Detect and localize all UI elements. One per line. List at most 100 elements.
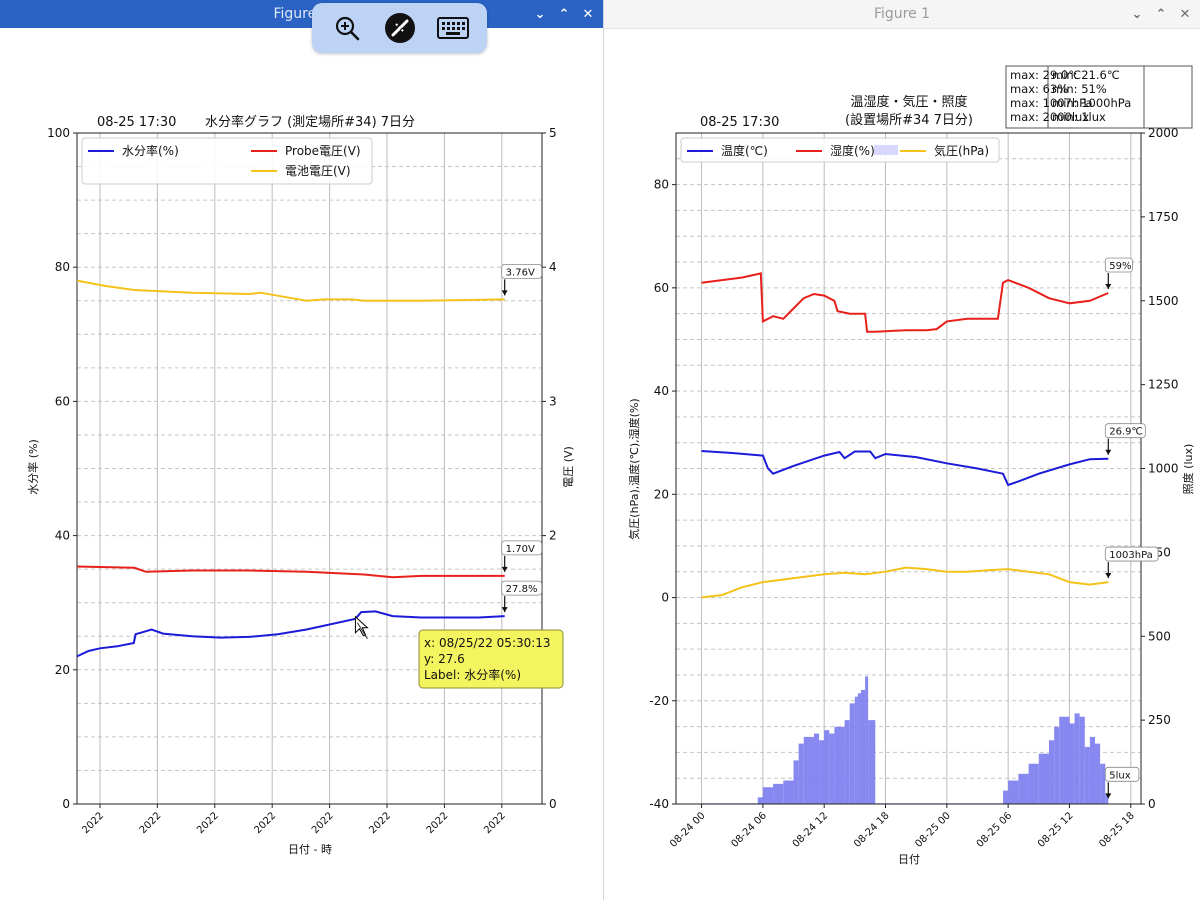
- chart-left-y2label: 電圧 (V): [562, 446, 575, 488]
- vnc-toolbar: [312, 3, 487, 53]
- right-bar-illuminance: [1105, 793, 1109, 804]
- mouse-cursor-icon: [354, 615, 369, 637]
- right-stats-max: max: 29.0℃: [1010, 68, 1081, 82]
- right-bar-illuminance: [849, 703, 855, 804]
- left-legend-label: 電池電圧(V): [285, 164, 351, 178]
- left-series-line: [76, 610, 505, 658]
- right-stats-min: min: 1000hPa: [1052, 96, 1131, 110]
- left-y2tick-label: 0: [549, 797, 557, 811]
- right-bar-illuminance: [860, 689, 866, 804]
- moisture-chart[interactable]: 08-25 17:30 水分率グラフ (測定場所#34) 7日分 水分率 (%)…: [0, 29, 603, 900]
- right-annotation-arrowhead: [1105, 284, 1112, 290]
- right-xtick-label: 08-24 12: [791, 810, 831, 850]
- right-annotation-box: [1104, 423, 1146, 439]
- left-annotation-box: [501, 264, 543, 279]
- tooltip-line: Label: 水分率(%): [424, 667, 521, 682]
- right-legend-illuminance-swatch: [874, 145, 898, 155]
- right-y2tick-label: 500: [1148, 629, 1171, 643]
- right-bar-illuminance: [1079, 716, 1085, 804]
- right-bar-illuminance: [1008, 780, 1019, 804]
- right-bar-illuminance: [854, 696, 858, 804]
- maximize-icon[interactable]: ⌃: [558, 6, 570, 22]
- minimize-icon[interactable]: ⌄: [534, 6, 546, 22]
- titlebar-left[interactable]: Figure 2 ⌄ ⌃ ✕: [0, 0, 603, 28]
- chart-right-subtitle: (設置場所#34 7日分): [845, 112, 973, 128]
- figure-window-right: Figure 1 ⌄ ⌃ ✕ 08-25 17:30 温湿度・気圧・照度 (設置…: [604, 0, 1200, 900]
- left-ytick-label: 40: [55, 529, 70, 543]
- chart-left-timestamp: 08-25 17:30: [97, 115, 176, 130]
- right-stats-max: max: 1007hPa: [1010, 96, 1093, 110]
- right-ytick-label: -40: [649, 797, 669, 811]
- left-legend-box: [81, 137, 373, 185]
- right-bar-illuminance: [1038, 753, 1050, 804]
- right-stats-max: max: 2000lux: [1010, 110, 1089, 124]
- right-stats-max: max: 63%: [1010, 82, 1068, 96]
- chart-right-title: 温湿度・気圧・照度: [850, 94, 967, 110]
- titlebar-right[interactable]: Figure 1 ⌄ ⌃ ✕: [604, 0, 1200, 29]
- right-bar-illuminance: [868, 720, 876, 804]
- right-xtick-label: 08-25 18: [1097, 810, 1137, 850]
- right-bar-illuminance: [857, 693, 861, 804]
- remote-connection-icon[interactable]: [382, 10, 418, 46]
- chart-left-ylabel: 水分率 (%): [26, 439, 40, 495]
- left-y2tick-label: 5: [549, 126, 557, 140]
- right-ytick-label: 80: [654, 178, 669, 192]
- tooltip-line: x: 08/25/22 05:30:13: [424, 636, 551, 650]
- right-bar-illuminance: [819, 740, 825, 804]
- close-icon[interactable]: ✕: [582, 6, 594, 22]
- right-legend-label: 気圧(hPa): [934, 143, 989, 158]
- window-title-right: Figure 1: [873, 6, 931, 22]
- right-ytick-label: 20: [654, 487, 669, 501]
- right-legend-label: 温度(℃): [721, 143, 768, 158]
- maximize-icon[interactable]: ⌃: [1155, 6, 1167, 22]
- right-y2tick-label: 2000: [1148, 126, 1179, 140]
- right-series-line: [701, 450, 1109, 487]
- close-icon[interactable]: ✕: [1179, 6, 1191, 22]
- right-xtick-label: 08-24 06: [729, 810, 769, 850]
- right-bar-illuminance: [757, 797, 763, 804]
- chart-right-y2label: 照度 (lux): [1181, 444, 1195, 495]
- right-bar-illuminance: [803, 736, 814, 804]
- right-bar-illuminance: [1100, 763, 1106, 804]
- right-annotation-arrowhead: [1105, 573, 1112, 579]
- left-xtick-label: 2022: [80, 810, 106, 836]
- right-bar-illuminance: [1049, 740, 1055, 804]
- weather-chart[interactable]: 08-25 17:30 温湿度・気圧・照度 (設置場所#34 7日分) 気圧(h…: [604, 29, 1200, 900]
- left-y2tick-label: 4: [549, 260, 557, 274]
- left-xtick-label: 2022: [138, 810, 164, 836]
- right-xtick-label: 08-24 18: [852, 810, 892, 850]
- right-bar-illuminance: [1018, 773, 1029, 804]
- right-bar-illuminance: [829, 733, 835, 804]
- right-bar-illuminance: [783, 780, 794, 804]
- left-legend-label: 水分率(%): [122, 143, 179, 158]
- left-annotation-label: 27.8%: [506, 584, 538, 595]
- left-annotation-arrowhead: [501, 607, 508, 613]
- right-xtick-label: 08-25 00: [913, 810, 953, 850]
- keyboard-icon[interactable]: [435, 10, 471, 46]
- right-stats-min: min: 21.6℃: [1052, 68, 1120, 82]
- left-xtick-label: 2022: [310, 810, 336, 836]
- left-ytick-label: 60: [55, 394, 70, 408]
- right-annotation-arrowhead: [1105, 793, 1112, 799]
- left-annotation-label: 3.76V: [506, 267, 535, 278]
- right-bar-illuminance: [1059, 716, 1070, 804]
- right-xtick-label: 08-24 00: [668, 810, 708, 850]
- right-xtick-label: 08-25 12: [1036, 810, 1076, 850]
- right-bar-illuminance: [793, 760, 799, 804]
- right-ytick-label: 40: [654, 384, 669, 398]
- left-xtick-label: 2022: [195, 810, 221, 836]
- right-bar-illuminance: [865, 676, 869, 804]
- left-annotation-box: [501, 580, 543, 596]
- zoom-icon[interactable]: [329, 10, 365, 46]
- minimize-icon[interactable]: ⌄: [1131, 6, 1143, 22]
- right-bar-illuminance: [1074, 713, 1080, 804]
- right-bar-illuminance: [1069, 723, 1075, 804]
- right-bar-illuminance: [844, 720, 850, 804]
- left-plot-frame: [76, 132, 543, 805]
- left-legend-label: Probe電圧(V): [285, 144, 361, 158]
- right-bar-illuminance: [1095, 743, 1101, 804]
- right-series-line: [701, 566, 1109, 599]
- left-annotation-arrowhead: [501, 290, 508, 296]
- left-ytick-label: 20: [55, 663, 70, 677]
- left-annotation-label: 1.70V: [506, 544, 535, 555]
